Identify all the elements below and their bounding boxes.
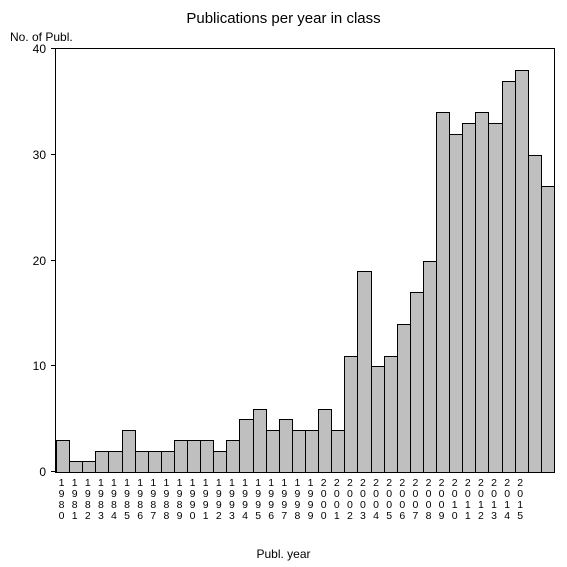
bar (488, 123, 502, 472)
chart-container: Publications per year in class No. of Pu… (0, 0, 567, 567)
bar (292, 430, 306, 472)
bar (148, 451, 162, 472)
y-tick-mark (51, 260, 56, 261)
x-tick-label: 1983 (94, 478, 107, 522)
bar (305, 430, 319, 472)
bar (423, 261, 437, 473)
y-tick-mark (51, 48, 56, 49)
bar (397, 324, 411, 472)
chart-title: Publications per year in class (0, 10, 567, 27)
x-tick-label: 1999 (304, 478, 317, 522)
x-tick-label: 2003 (356, 478, 369, 522)
x-tick-label: 2015 (514, 478, 527, 522)
x-tick-label: 1991 (199, 478, 212, 522)
bar (69, 461, 83, 472)
bar (213, 451, 227, 472)
y-tick-mark (51, 365, 56, 366)
bar (528, 155, 542, 472)
x-tick-label: 1998 (291, 478, 304, 522)
bar (436, 112, 450, 472)
bar (95, 451, 109, 472)
plot-area: 010203040 (55, 48, 555, 473)
x-tick-label: 1980 (55, 478, 68, 522)
bar (344, 356, 358, 472)
x-tick-label: 2014 (501, 478, 514, 522)
y-tick-label: 30 (33, 148, 56, 162)
x-tick-label: 2010 (448, 478, 461, 522)
x-tick-label: 1989 (173, 478, 186, 522)
bar (357, 271, 371, 472)
bar (515, 70, 529, 472)
bar (56, 440, 70, 472)
y-tick-label: 40 (33, 42, 56, 56)
x-tick-label: 1997 (278, 478, 291, 522)
x-tick-label: 1984 (107, 478, 120, 522)
x-tick-label: 2013 (487, 478, 500, 522)
bar (410, 292, 424, 472)
bar (239, 419, 253, 472)
x-tick-label: 2011 (461, 478, 474, 522)
x-tick-label: 2005 (383, 478, 396, 522)
y-tick-mark (51, 154, 56, 155)
x-tick-label: 2001 (330, 478, 343, 522)
bar (266, 430, 280, 472)
x-tick-label: 1993 (225, 478, 238, 522)
x-tick-label: 2012 (474, 478, 487, 522)
x-tick-label: 1985 (121, 478, 134, 522)
bar (331, 430, 345, 472)
bar (279, 419, 293, 472)
bar (226, 440, 240, 472)
x-tick-label: 1988 (160, 478, 173, 522)
bar (384, 356, 398, 472)
y-tick-label: 10 (33, 359, 56, 373)
bar (502, 81, 516, 472)
x-tick-label: 1992 (212, 478, 225, 522)
bar (135, 451, 149, 472)
bar (318, 409, 332, 472)
bar (253, 409, 267, 472)
x-tick-label: 2007 (409, 478, 422, 522)
x-tick-label: 1995 (252, 478, 265, 522)
y-tick-label: 0 (39, 465, 56, 479)
x-tick-label: 1996 (265, 478, 278, 522)
x-tick-label: 2004 (370, 478, 383, 522)
x-axis-label: Publ. year (0, 547, 567, 561)
bar (475, 112, 489, 472)
bar (371, 366, 385, 472)
x-tick-label: 2002 (343, 478, 356, 522)
bar (122, 430, 136, 472)
bar (174, 440, 188, 472)
x-tick-label: 2008 (422, 478, 435, 522)
x-tick-label: 2000 (317, 478, 330, 522)
bar (449, 134, 463, 472)
x-tick-label: 2006 (396, 478, 409, 522)
x-tick-label: 1987 (147, 478, 160, 522)
bar (187, 440, 201, 472)
bar (82, 461, 96, 472)
bar (200, 440, 214, 472)
y-tick-label: 20 (33, 254, 56, 268)
x-tick-label: 1986 (134, 478, 147, 522)
bar (108, 451, 122, 472)
x-tick-label: 1990 (186, 478, 199, 522)
x-tick-labels: 1980198119821983198419851986198719881989… (55, 475, 555, 535)
x-tick-label: 1981 (68, 478, 81, 522)
bar (462, 123, 476, 472)
bar (161, 451, 175, 472)
x-tick-label: 1994 (238, 478, 251, 522)
x-tick-label: 2009 (435, 478, 448, 522)
bar (541, 186, 555, 472)
x-tick-label: 1982 (81, 478, 94, 522)
